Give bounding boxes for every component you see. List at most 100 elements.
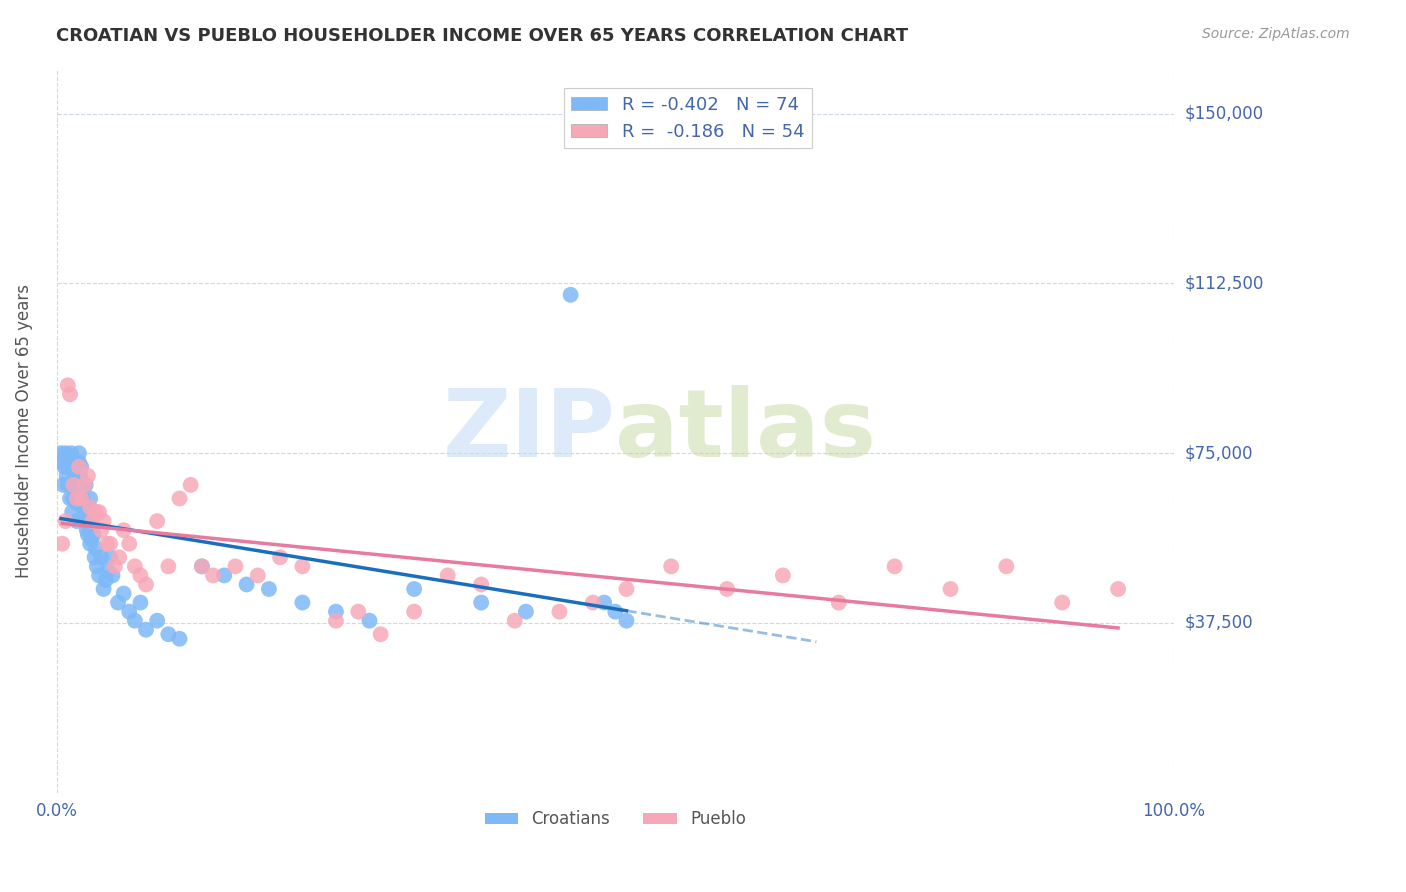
Point bbox=[269, 550, 291, 565]
Point bbox=[51, 537, 73, 551]
Point bbox=[69, 468, 91, 483]
Point bbox=[246, 568, 269, 582]
Point bbox=[112, 586, 135, 600]
Point bbox=[939, 582, 962, 596]
Point bbox=[79, 537, 101, 551]
Point bbox=[108, 550, 131, 565]
Point bbox=[55, 446, 77, 460]
Point bbox=[72, 491, 94, 506]
Point bbox=[84, 541, 107, 556]
Point bbox=[548, 605, 571, 619]
Point bbox=[62, 459, 84, 474]
Point bbox=[67, 459, 90, 474]
Point bbox=[70, 459, 93, 474]
Point bbox=[66, 514, 89, 528]
Point bbox=[82, 527, 104, 541]
Text: $112,500: $112,500 bbox=[1185, 275, 1264, 293]
Point bbox=[560, 288, 582, 302]
Point bbox=[83, 550, 105, 565]
Point bbox=[359, 614, 381, 628]
Point bbox=[94, 573, 117, 587]
Point bbox=[65, 478, 87, 492]
Point bbox=[80, 532, 103, 546]
Point bbox=[325, 614, 347, 628]
Point bbox=[135, 623, 157, 637]
Point bbox=[93, 514, 115, 528]
Point bbox=[55, 514, 77, 528]
Point bbox=[883, 559, 905, 574]
Point bbox=[59, 491, 82, 506]
Point bbox=[59, 387, 82, 401]
Point bbox=[616, 582, 638, 596]
Point bbox=[404, 582, 426, 596]
Point bbox=[66, 496, 89, 510]
Point bbox=[582, 596, 605, 610]
Point bbox=[503, 614, 526, 628]
Point bbox=[59, 459, 82, 474]
Point bbox=[77, 505, 100, 519]
Point bbox=[67, 446, 90, 460]
Point bbox=[112, 523, 135, 537]
Point bbox=[191, 559, 214, 574]
Point bbox=[828, 596, 851, 610]
Point bbox=[157, 559, 180, 574]
Point bbox=[169, 491, 191, 506]
Point bbox=[51, 455, 73, 469]
Point bbox=[124, 559, 146, 574]
Point bbox=[55, 468, 77, 483]
Point bbox=[146, 614, 169, 628]
Point bbox=[75, 478, 97, 492]
Point bbox=[291, 559, 314, 574]
Point bbox=[62, 491, 84, 506]
Point bbox=[60, 446, 83, 460]
Point bbox=[659, 559, 682, 574]
Point bbox=[129, 568, 152, 582]
Point bbox=[73, 505, 96, 519]
Point bbox=[169, 632, 191, 646]
Point bbox=[180, 478, 202, 492]
Text: $75,000: $75,000 bbox=[1185, 444, 1254, 462]
Point bbox=[716, 582, 738, 596]
Point bbox=[75, 514, 97, 528]
Point bbox=[616, 614, 638, 628]
Point bbox=[118, 605, 141, 619]
Point bbox=[404, 605, 426, 619]
Point bbox=[96, 537, 118, 551]
Point bbox=[62, 478, 84, 492]
Point bbox=[79, 500, 101, 515]
Text: ZIP: ZIP bbox=[443, 384, 616, 476]
Point bbox=[291, 596, 314, 610]
Point bbox=[56, 378, 79, 392]
Text: $37,500: $37,500 bbox=[1185, 614, 1254, 632]
Point bbox=[515, 605, 537, 619]
Point bbox=[146, 514, 169, 528]
Text: Source: ZipAtlas.com: Source: ZipAtlas.com bbox=[1202, 27, 1350, 41]
Point bbox=[77, 514, 100, 528]
Point bbox=[73, 478, 96, 492]
Point bbox=[101, 568, 124, 582]
Point bbox=[347, 605, 370, 619]
Point bbox=[98, 537, 121, 551]
Point bbox=[257, 582, 280, 596]
Point bbox=[87, 568, 110, 582]
Point bbox=[76, 523, 98, 537]
Point bbox=[87, 505, 110, 519]
Point bbox=[93, 582, 115, 596]
Point bbox=[73, 514, 96, 528]
Point bbox=[63, 455, 86, 469]
Point bbox=[77, 468, 100, 483]
Text: $150,000: $150,000 bbox=[1185, 104, 1264, 123]
Point bbox=[84, 505, 107, 519]
Point bbox=[118, 537, 141, 551]
Point bbox=[90, 523, 112, 537]
Point bbox=[56, 459, 79, 474]
Point bbox=[325, 605, 347, 619]
Point bbox=[235, 577, 257, 591]
Point bbox=[224, 559, 246, 574]
Point bbox=[70, 478, 93, 492]
Point bbox=[97, 564, 120, 578]
Point bbox=[470, 596, 492, 610]
Point bbox=[1052, 596, 1074, 610]
Point bbox=[77, 527, 100, 541]
Point bbox=[58, 450, 80, 465]
